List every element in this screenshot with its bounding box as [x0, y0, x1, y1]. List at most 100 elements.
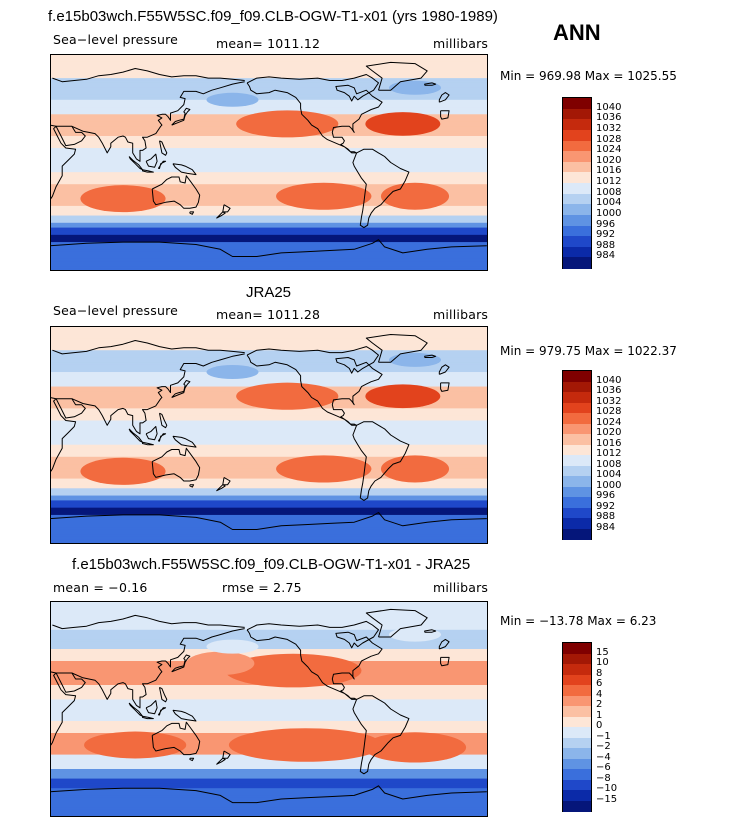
field-band	[50, 764, 488, 768]
colorbar-tick-label: 8	[596, 667, 603, 679]
pressure-low	[389, 352, 441, 367]
field-band	[50, 92, 488, 96]
field-band	[50, 140, 488, 144]
field-band	[50, 364, 488, 368]
field-band	[50, 512, 488, 516]
field-band	[50, 701, 488, 705]
field-band	[50, 222, 488, 226]
pressure-low	[206, 639, 259, 654]
colorbar-cell	[563, 257, 591, 269]
colorbar-tick-label: 1000	[596, 479, 622, 491]
field-band	[50, 420, 488, 424]
field-band	[50, 761, 488, 765]
coastline	[440, 656, 450, 667]
field-band	[50, 237, 488, 241]
field-band	[50, 258, 488, 262]
field-band	[50, 541, 488, 544]
field-band	[50, 769, 488, 772]
field-band	[50, 357, 488, 361]
colorbar-cell	[563, 455, 591, 466]
field-band	[50, 490, 488, 494]
field-band	[50, 189, 488, 193]
field-band	[50, 725, 488, 729]
field-band	[50, 649, 488, 652]
coastline	[128, 702, 143, 717]
field-band	[50, 169, 488, 173]
coastline	[71, 353, 245, 435]
field-band	[50, 646, 488, 650]
field-band	[50, 807, 488, 811]
coastline	[222, 750, 231, 759]
field-band	[50, 61, 488, 65]
colorbar-tick-label: 1016	[596, 437, 622, 449]
field-band	[50, 493, 488, 497]
field-band	[50, 773, 488, 777]
field-band	[50, 198, 488, 202]
colorbar-cell	[563, 643, 591, 654]
field-band	[50, 814, 488, 817]
field-band	[50, 639, 488, 643]
coastline	[172, 709, 197, 722]
colorbar-tick-label: 1008	[596, 458, 622, 470]
coastline	[159, 140, 168, 156]
panel2-map	[50, 326, 488, 544]
coastline	[145, 426, 158, 441]
field-band	[50, 788, 488, 792]
field-band	[50, 778, 488, 782]
field-band	[50, 488, 488, 492]
field-band	[50, 359, 488, 363]
colorbar-cell	[563, 716, 591, 728]
pressure-high	[380, 455, 450, 483]
field-band	[50, 510, 488, 514]
coastline	[424, 82, 437, 86]
panel1-map	[50, 54, 488, 271]
field-band	[50, 721, 488, 724]
coastline	[246, 620, 383, 700]
colorbar-cell	[563, 674, 591, 686]
field-band	[50, 345, 488, 349]
field-band	[50, 718, 488, 722]
colorbar-tick-label: 1028	[596, 406, 622, 417]
field-band	[50, 517, 488, 521]
colorbar-cell	[563, 423, 591, 435]
colorbar-tick-label: −6	[596, 762, 611, 773]
coastline	[222, 204, 231, 213]
coastline	[142, 715, 154, 720]
colorbar-cell	[563, 381, 591, 393]
colorbar-cell	[563, 486, 591, 498]
coastline	[157, 707, 167, 716]
colorbar-cell	[563, 758, 591, 770]
colorbar-tick-label: 1008	[596, 186, 622, 198]
colorbar-tick-label: −10	[596, 783, 618, 794]
coastline	[171, 107, 191, 126]
field-band	[50, 201, 488, 205]
field-band	[50, 620, 488, 624]
colorbar-cell	[563, 119, 591, 131]
colorbar-cell	[563, 518, 591, 529]
coastline	[216, 484, 226, 492]
coastline	[159, 412, 168, 429]
map-frame	[50, 326, 488, 544]
field-band	[50, 326, 488, 330]
colorbar-tick-label: 1004	[596, 197, 622, 209]
field-band	[50, 362, 488, 366]
field-band	[50, 256, 488, 260]
field-band	[50, 413, 488, 417]
coastline	[157, 160, 167, 169]
pressure-high	[186, 651, 255, 676]
colorbar-tick-label: 992	[596, 500, 616, 512]
field-band	[50, 776, 488, 780]
colorbar-cell	[563, 204, 591, 216]
coastline	[151, 175, 201, 209]
field-band	[50, 802, 488, 806]
field-band	[50, 268, 488, 271]
panel1-units-label: millibars	[433, 36, 489, 51]
field-band	[50, 447, 488, 451]
field-band	[50, 148, 488, 152]
colorbar-tick-label: 984	[596, 250, 616, 262]
coastline	[172, 163, 197, 176]
field-band	[50, 495, 488, 499]
colorbar-tick-label: 1032	[596, 122, 622, 134]
colorbar-tick-label: 992	[596, 229, 616, 241]
colorbar-cell	[563, 434, 591, 445]
